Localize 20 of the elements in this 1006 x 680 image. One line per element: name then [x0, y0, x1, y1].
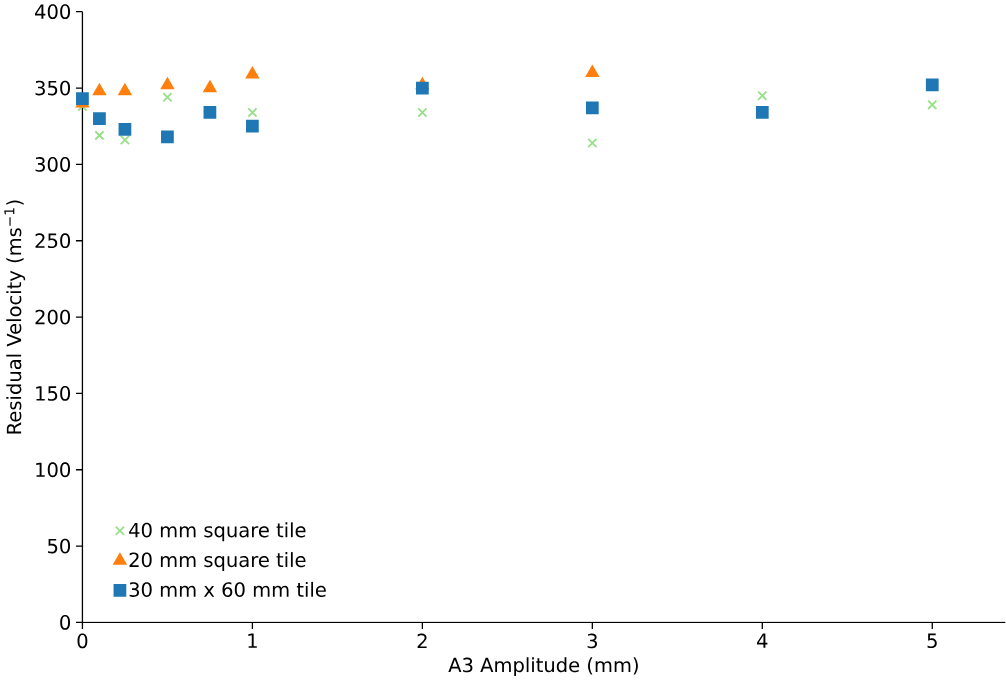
x-tick-label: 5: [927, 633, 937, 648]
y-tick-label: 50: [48, 538, 71, 554]
y-tick-label: 0: [60, 614, 71, 630]
x-tick-label: 4: [757, 633, 768, 648]
legend-label: 30 mm x 60 mm tile: [129, 581, 326, 597]
y-tick-label: 250: [35, 233, 71, 248]
y-tick-label: 350: [35, 80, 71, 96]
y-axis-title: Residual Velocity (ms$^{−1}$): [4, 200, 26, 434]
x-tick-label: 2: [417, 633, 427, 648]
x-tick-label: 3: [587, 633, 597, 649]
y-tick-label: 400: [35, 4, 71, 19]
legend-label: 20 mm square tile: [129, 551, 306, 571]
y-tick-label: 150: [36, 385, 71, 401]
y-tick-label: 100: [36, 462, 71, 477]
x-axis-title: A3 Amplitude (mm): [448, 657, 638, 676]
legend-label: 40 mm square tile: [129, 522, 306, 541]
x-tick-label: 1: [248, 633, 257, 648]
x-tick-label: 0: [77, 633, 88, 649]
y-tick-label: 200: [35, 309, 71, 325]
y-tick-label: 300: [35, 156, 71, 172]
